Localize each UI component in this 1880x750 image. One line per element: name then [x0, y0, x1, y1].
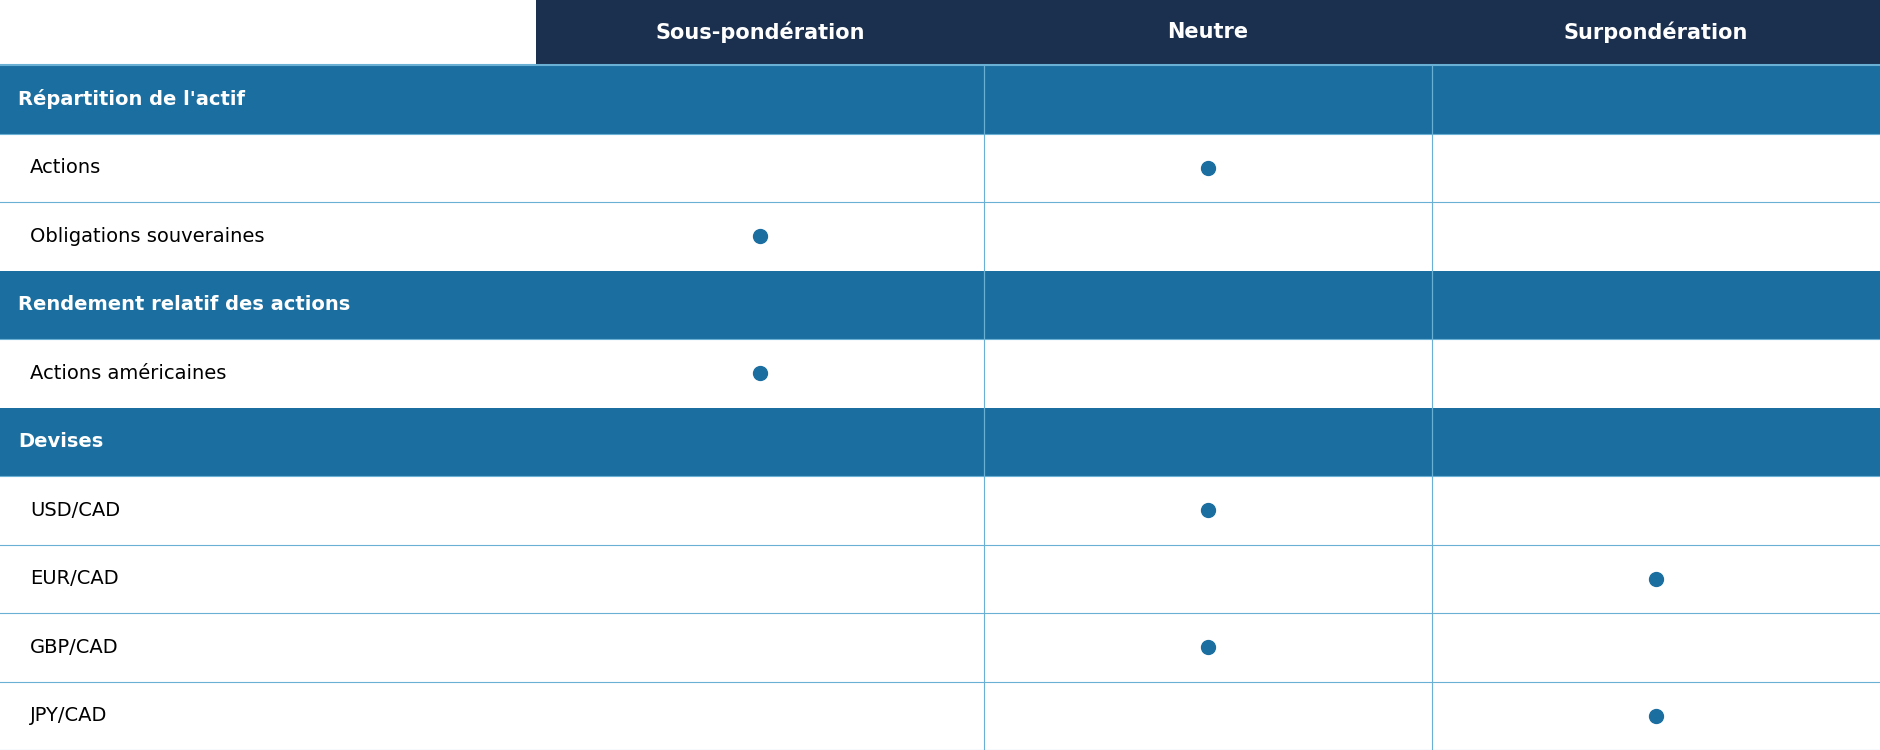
Bar: [0, 544, 1880, 613]
Text: Surpondération: Surpondération: [1564, 22, 1748, 44]
Text: Répartition de l'actif: Répartition de l'actif: [19, 89, 244, 110]
Text: Obligations souveraines: Obligations souveraines: [30, 226, 265, 246]
Text: Neutre: Neutre: [1167, 22, 1248, 43]
Bar: [0, 613, 1880, 682]
Text: USD/CAD: USD/CAD: [30, 501, 120, 520]
Text: EUR/CAD: EUR/CAD: [30, 569, 118, 588]
Bar: [0, 407, 1880, 476]
Bar: [0, 134, 1880, 202]
Text: Rendement relatif des actions: Rendement relatif des actions: [19, 296, 350, 314]
Bar: [0, 476, 1880, 544]
Text: GBP/CAD: GBP/CAD: [30, 638, 118, 657]
Bar: [0, 65, 1880, 134]
Text: Actions américaines: Actions américaines: [30, 364, 226, 382]
Bar: [0, 271, 1880, 339]
Text: JPY/CAD: JPY/CAD: [30, 706, 107, 725]
Bar: [0, 682, 1880, 750]
Bar: [536, 0, 983, 65]
Bar: [983, 0, 1433, 65]
Bar: [0, 339, 1880, 407]
Bar: [0, 0, 536, 65]
Text: Sous-pondération: Sous-pondération: [654, 22, 865, 44]
Bar: [0, 202, 1880, 271]
Text: Devises: Devises: [19, 432, 103, 451]
Bar: [1433, 0, 1880, 65]
Text: Actions: Actions: [30, 158, 102, 177]
